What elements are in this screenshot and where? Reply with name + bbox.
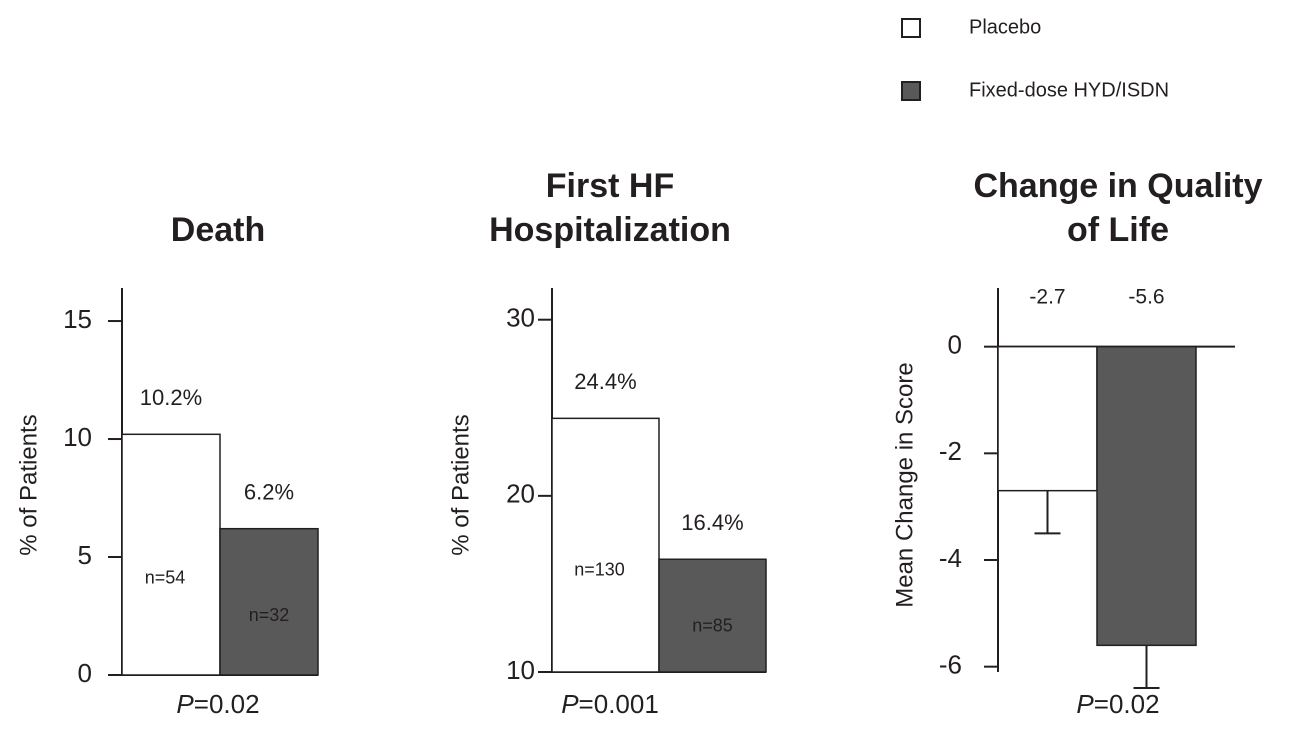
p-number: =0.02 — [194, 689, 260, 719]
p-symbol: P — [176, 689, 194, 719]
value-label: 16.4% — [681, 510, 743, 535]
y-tick-label: 0 — [948, 330, 962, 360]
value-label: -2.7 — [1029, 286, 1065, 309]
y-tick-label: 10 — [506, 655, 535, 685]
p-number: =0.02 — [1094, 689, 1160, 719]
bar — [997, 345, 1098, 492]
bar — [219, 527, 319, 676]
p-symbol: P — [1076, 689, 1094, 719]
value-label: -5.6 — [1128, 286, 1164, 309]
y-axis-label: % of Patients — [15, 414, 42, 555]
p-number: =0.001 — [579, 689, 659, 719]
bar — [658, 558, 767, 673]
value-label: 6.2% — [244, 480, 294, 505]
value-label: 10.2% — [140, 385, 202, 410]
y-tick-label: 30 — [506, 303, 535, 333]
y-axis-label: Mean Change in Score — [891, 362, 918, 607]
p-value: P=0.02 — [1076, 689, 1159, 719]
legend-label: Placebo — [969, 16, 1041, 38]
y-tick-label: 20 — [506, 479, 535, 509]
p-value: P=0.02 — [176, 689, 259, 719]
legend-label: Fixed-dose HYD/ISDN — [969, 79, 1169, 101]
chart-title: of Life — [1067, 211, 1169, 249]
p-symbol: P — [561, 689, 579, 719]
value-label: 24.4% — [574, 369, 636, 394]
y-tick-label: 15 — [63, 304, 92, 334]
chart-title: Hospitalization — [489, 211, 731, 249]
legend-swatch — [901, 81, 921, 101]
bar — [551, 417, 660, 673]
y-tick-label: -2 — [939, 436, 962, 466]
legend-swatch — [901, 18, 921, 38]
y-tick-label: 0 — [78, 658, 92, 688]
chart-title: First HF — [546, 167, 674, 205]
y-tick-label: 5 — [78, 540, 92, 570]
y-axis-label: % of Patients — [447, 414, 474, 555]
chart-title: Death — [171, 211, 265, 249]
y-tick-label: -6 — [939, 650, 962, 680]
n-label: n=54 — [145, 567, 186, 587]
n-label: n=85 — [692, 616, 733, 636]
n-label: n=32 — [249, 605, 290, 625]
chart-title: Change in Quality — [973, 167, 1262, 205]
p-value: P=0.001 — [561, 689, 659, 719]
y-tick-label: 10 — [63, 422, 92, 452]
n-label: n=130 — [574, 559, 625, 579]
bar — [1096, 345, 1197, 647]
bar — [121, 433, 221, 676]
y-tick-label: -4 — [939, 543, 962, 573]
